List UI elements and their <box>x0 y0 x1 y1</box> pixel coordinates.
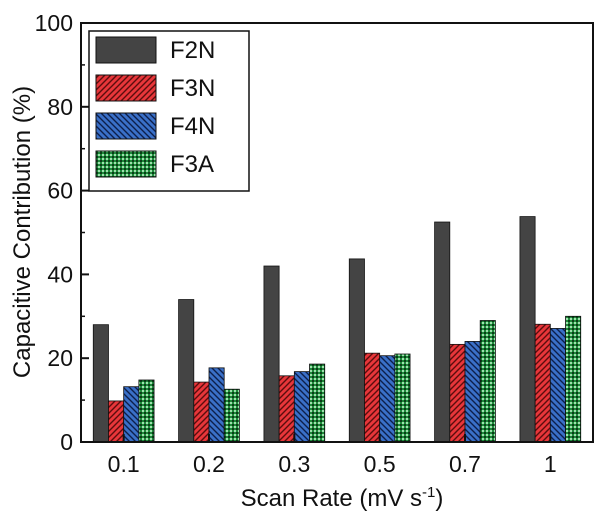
y-tick-label: 80 <box>47 94 73 120</box>
x-tick-label: 0.7 <box>449 451 481 477</box>
x-tick-label: 0.5 <box>364 451 396 477</box>
y-tick-label: 0 <box>60 429 73 455</box>
y-axis: 0 20 40 60 80 100 <box>35 10 89 455</box>
bar-f3a-0_5 <box>394 353 411 443</box>
x-axis-title-main: Scan Rate (mV s <box>241 485 422 512</box>
x-axis-title-superscript: -1 <box>422 484 435 501</box>
x-tick-label: 0.3 <box>278 451 310 477</box>
bar-f4n-1 <box>549 328 566 443</box>
y-axis-title: Capacitive Contribution (%) <box>9 86 36 378</box>
bar-f3a-0_7 <box>479 320 496 443</box>
bar-f2n-0_7 <box>434 221 451 443</box>
bar-f2n-0_1 <box>92 324 109 443</box>
bar-f3n-0_1 <box>108 400 125 443</box>
bar-f3n-0_7 <box>449 343 466 443</box>
y-tick-label: 40 <box>47 261 73 287</box>
legend-swatch-f2n <box>95 36 157 64</box>
bar-f4n-0_5 <box>379 355 396 443</box>
y-tick-label: 60 <box>47 178 73 204</box>
legend-label-f3n: F3N <box>170 75 215 102</box>
bar-f2n-0_2 <box>178 299 195 443</box>
bars-layer <box>92 216 582 443</box>
bar-f3n-0_2 <box>193 381 210 443</box>
bar-f3n-0_5 <box>364 352 381 443</box>
legend-swatch-f4n <box>95 112 157 140</box>
bar-f2n-0_3 <box>263 265 280 443</box>
x-tick-label: 0.1 <box>108 451 140 477</box>
bar-f2n-1 <box>519 216 536 443</box>
y-tick-label: 20 <box>47 345 73 371</box>
legend-label-f3a: F3A <box>170 151 214 178</box>
bar-f3a-0_2 <box>223 388 240 443</box>
legend-label-f2n: F2N <box>170 37 215 64</box>
bar-f3n-1 <box>534 323 551 443</box>
bar-f4n-0_7 <box>464 341 481 443</box>
bar-f4n-0_1 <box>123 386 140 443</box>
x-axis-title: Scan Rate (mV s-1) <box>241 484 444 512</box>
bar-f4n-0_3 <box>293 371 310 443</box>
y-tick-label: 100 <box>35 10 73 36</box>
x-tick-label: 1 <box>544 451 557 477</box>
legend-swatch-f3n <box>95 74 157 102</box>
bar-f3a-0_1 <box>138 379 155 443</box>
bar-f4n-0_2 <box>208 367 225 443</box>
x-tick-label: 0.2 <box>193 451 225 477</box>
x-axis-title-end: ) <box>435 485 443 512</box>
bar-f3a-1 <box>565 315 582 443</box>
bar-f3a-0_3 <box>309 363 326 443</box>
bar-f3n-0_3 <box>278 375 295 443</box>
bar-f2n-0_5 <box>348 258 365 443</box>
x-axis: 0.1 0.2 0.3 0.5 0.7 1 <box>108 434 557 477</box>
legend-swatch-f3a <box>95 150 157 178</box>
legend: F2N F3N F4N F3A <box>88 30 250 192</box>
legend-label-f4n: F4N <box>170 113 215 140</box>
